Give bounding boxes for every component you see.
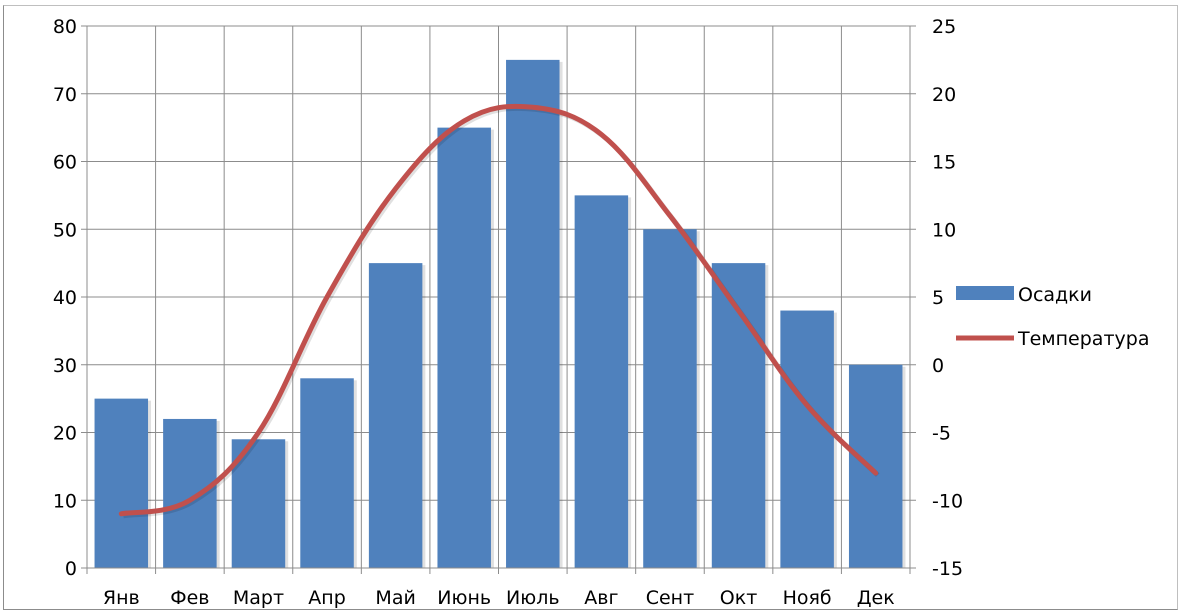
category-label: Сент [646,587,694,609]
right-tick-label: 10 [932,219,956,241]
category-label: Март [233,587,284,609]
axes [81,25,916,574]
left-tick-label: 20 [53,423,77,445]
temperature-point-Нояб [806,404,808,406]
left-tick-label: 70 [53,84,77,106]
line-series [118,103,880,519]
left-tick-label: 0 [65,558,77,580]
legend-label-temperature: Температура [1017,328,1149,350]
temperature-point-Янв [120,513,122,515]
temperature-point-Окт [738,310,740,312]
bar-Нояб [780,310,834,568]
right-tick-label: 20 [932,84,956,106]
right-tick-label: 5 [932,287,944,309]
bar-Март [231,439,286,568]
right-tick-label: -15 [932,558,963,580]
right-tick-label: 0 [932,355,944,377]
left-tick-label: 10 [53,490,77,512]
category-label: Нояб [783,587,832,609]
temperature-point-Июль [532,106,534,108]
bar-Апр [300,378,354,568]
legend-bar-swatch [956,286,1014,300]
legend: Осадки Температура [956,284,1149,350]
right-tick-label: -5 [932,423,951,445]
temperature-point-Сент [669,215,671,217]
category-label: Фев [170,587,209,609]
temperature-point-Март [257,432,259,433]
bar-Май [368,263,423,568]
left-tick-label: 50 [53,219,77,241]
right-tick-label: -10 [932,490,963,512]
temperature-point-Июнь [463,120,465,122]
left-tick-label: 80 [53,16,77,38]
right-tick-label: 25 [932,16,956,38]
bar-Дек [848,364,903,568]
category-label: Дек [857,587,895,609]
bar-Авг [574,195,629,568]
temperature-point-Фев [189,499,191,501]
temperature-point-Май [395,188,397,190]
category-label: Июнь [437,587,491,609]
left-tick-label: 30 [53,355,77,377]
bar-Фев [163,418,217,568]
temperature-point-Апр [326,296,328,298]
category-label: Июль [506,587,560,609]
bar-series [94,59,906,568]
temperature-point-Дек [875,472,877,474]
left-tick-label: 60 [53,152,77,174]
temperature-point-Авг [600,133,602,135]
left-tick-label: 40 [53,287,77,309]
right-tick-label: 15 [932,152,956,174]
legend-label-precipitation: Осадки [1018,284,1092,306]
category-label: Окт [720,587,758,609]
bar-Июль [506,59,560,568]
category-label: Апр [308,587,345,609]
bar-Июнь [437,127,491,568]
bar-Сент [643,229,697,568]
bar-Янв [94,398,149,568]
category-label: Янв [103,587,140,609]
axis-labels: 0 10 20 30 40 50 60 70 80 -15 -10 -5 0 5 10 15 20 25 Янв Фе… [53,16,963,609]
category-label: Авг [584,587,618,609]
category-label: Май [375,587,415,609]
